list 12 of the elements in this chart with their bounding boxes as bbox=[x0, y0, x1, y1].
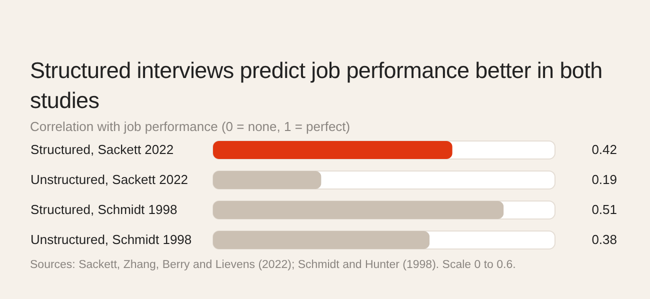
data-label: 0.51 bbox=[592, 202, 617, 217]
chart-title: Structured interviews predict job performance better in both studies bbox=[30, 57, 604, 115]
y-tick-label: Unstructured, Schmidt 1998 bbox=[30, 232, 192, 247]
bar bbox=[213, 171, 322, 189]
y-tick-label: Structured, Sackett 2022 bbox=[30, 142, 174, 157]
y-tick-label: Unstructured, Sackett 2022 bbox=[30, 172, 188, 187]
data-label: 0.38 bbox=[592, 232, 617, 247]
data-label: 0.42 bbox=[592, 142, 617, 157]
y-tick-label: Structured, Schmidt 1998 bbox=[30, 202, 178, 217]
source-note: Sources: Sackett, Zhang, Berry and Lievens (2022); Schmidt and Hunter (1998). Scale 0 to 0.6. bbox=[30, 259, 516, 271]
chart-subtitle: Correlation with job performance (0 = none, 1 = perfect) bbox=[30, 119, 350, 134]
data-label: 0.19 bbox=[592, 172, 617, 187]
